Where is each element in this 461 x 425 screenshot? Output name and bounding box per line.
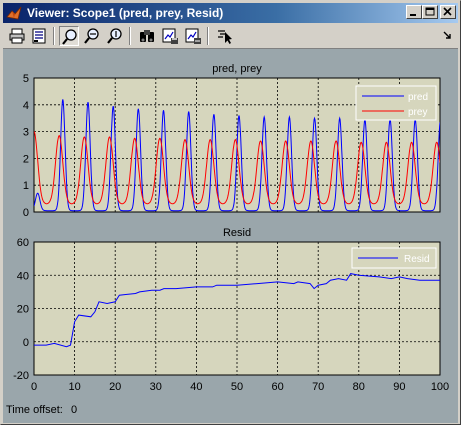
x-tick-label: 80: [353, 381, 365, 393]
legend-box: [355, 85, 437, 121]
scope-figure: pred, prey 0 1 2 3 4 5 pred prey Resid -20 0 20 40 60…: [3, 49, 458, 423]
toolbar: [3, 24, 458, 49]
legend-label-prey: prey: [408, 107, 427, 118]
maximize-button[interactable]: [422, 5, 438, 19]
save-axes-settings-button[interactable]: [160, 26, 180, 46]
plot-title-1: Resid: [223, 227, 251, 239]
y-tick-label: 60: [17, 237, 29, 249]
y-tick-label: 40: [17, 270, 29, 282]
x-tick-label: 60: [271, 381, 283, 393]
plot-title-0: pred, prey: [212, 63, 262, 75]
print-icon: [9, 28, 25, 44]
legend-label-pred: pred: [408, 92, 428, 103]
matlab-logo-icon: [6, 6, 22, 20]
select-signal-icon: [218, 30, 232, 44]
autoscale-button[interactable]: [137, 26, 157, 46]
zoom-x-button[interactable]: [82, 26, 102, 46]
restore-axes-settings-button[interactable]: [183, 26, 203, 46]
x-tick-label: 90: [393, 381, 405, 393]
series-line-prey: [34, 131, 440, 205]
close-button[interactable]: [440, 5, 456, 19]
parameters-icon: [32, 28, 46, 44]
save-axes-settings-icon: [162, 28, 178, 44]
x-tick-label: 10: [68, 381, 80, 393]
minimize-button[interactable]: [406, 5, 422, 19]
y-tick-label: 0: [23, 207, 29, 219]
title-bar[interactable]: Viewer: Scope1 (pred, prey, Resid): [3, 3, 458, 23]
y-tick-label: 3: [23, 127, 29, 139]
minimize-icon: [410, 14, 416, 16]
x-tick-label: 40: [190, 381, 202, 393]
zoom-x-icon: [84, 28, 99, 44]
y-tick-label: 0: [23, 337, 29, 349]
y-tick-label: 1: [23, 180, 29, 192]
x-tick-label: 20: [109, 381, 121, 393]
print-button[interactable]: [7, 26, 27, 46]
close-icon: [443, 7, 452, 16]
x-tick-label: 50: [231, 381, 243, 393]
parameters-button[interactable]: [29, 26, 49, 46]
time-offset-label: Time offset:: [6, 404, 63, 416]
y-tick-label: -20: [13, 370, 29, 382]
y-tick-label: 5: [23, 73, 29, 85]
autoscale-binoculars-icon: [140, 30, 154, 42]
zoom-y-icon: [107, 28, 122, 44]
legend-label-resid: Resid: [404, 254, 430, 265]
restore-axes-settings-icon: [185, 28, 201, 44]
window-title: Viewer: Scope1 (pred, prey, Resid): [27, 6, 224, 20]
y-tick-label: 20: [17, 304, 29, 316]
x-tick-label: 30: [150, 381, 162, 393]
x-tick-label: 70: [312, 381, 324, 393]
select-signal-button[interactable]: [215, 26, 235, 46]
zoom-button[interactable]: [59, 26, 79, 46]
x-tick-label: 100: [431, 381, 449, 393]
zoom-y-button[interactable]: [105, 26, 125, 46]
y-tick-label: 4: [23, 100, 29, 112]
y-tick-label: 2: [23, 153, 29, 165]
dock-arrow-icon[interactable]: [442, 30, 452, 40]
time-offset-value: 0: [71, 404, 78, 416]
x-tick-label: 0: [31, 381, 37, 393]
series-line-resid: [34, 273, 440, 348]
zoom-icon: [62, 29, 77, 45]
maximize-icon: [425, 7, 435, 16]
